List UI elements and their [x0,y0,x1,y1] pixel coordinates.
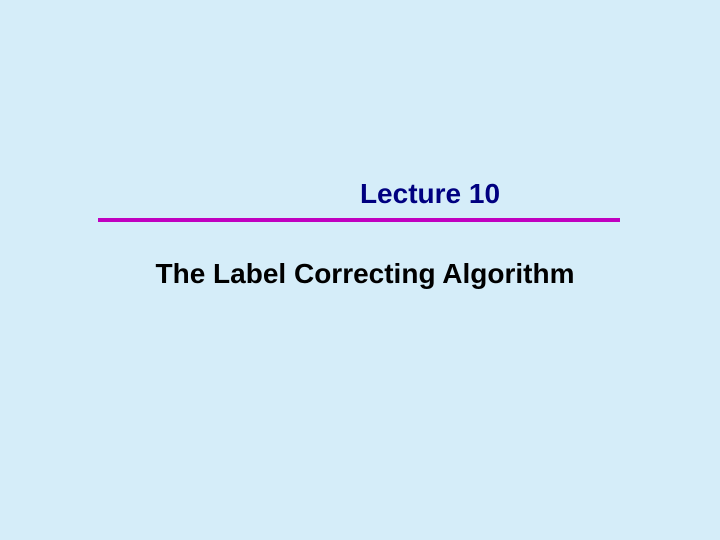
slide-subtitle: The Label Correcting Algorithm [0,258,720,290]
title-divider [98,218,620,222]
lecture-title: Lecture 10 [0,178,720,210]
